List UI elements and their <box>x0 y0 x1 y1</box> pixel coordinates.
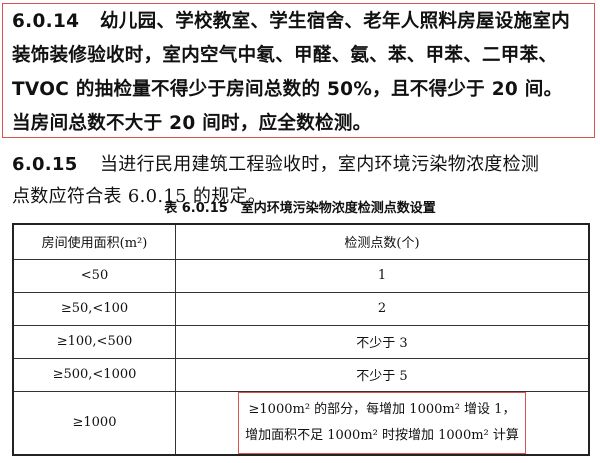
cell-points: 不少于 5 <box>175 357 590 392</box>
cell-area: ≥50,<100 <box>12 291 176 326</box>
table-caption: 表 6.0.15 室内环境污染物浓度检测点数设置 <box>164 201 436 216</box>
clause-6-0-14-line-4: 当房间总数不大于 20 间时，应全数检测。 <box>12 113 372 134</box>
header-area: 房间使用面积(m²) <box>12 223 176 260</box>
cell-area: ≥100,<500 <box>12 324 176 359</box>
table-row: ≥100,<500 不少于 3 <box>12 324 590 359</box>
cell-points: 1 <box>175 258 590 293</box>
clause-text: 幼儿园、学校教室、学生宿舍、老年人照料房屋设施室内 <box>100 11 571 32</box>
header-points: 检测点数(个) <box>175 223 590 260</box>
table-row: ≥500,<1000 不少于 5 <box>12 357 590 392</box>
cell-area: ≥500,<1000 <box>12 357 176 392</box>
table-row: <50 1 <box>12 258 590 293</box>
cell-area: <50 <box>12 258 176 293</box>
highlight-box-table-note: ≥1000m² 的部分，每增加 1000m² 增设 1， 增加面积不足 1000… <box>238 391 526 454</box>
highlight-box-6-0-14 <box>2 3 595 138</box>
table-row: ≥50,<100 2 <box>12 291 590 326</box>
cell-points: 2 <box>175 291 590 326</box>
cell-points: ≥1000m² 的部分，每增加 1000m² 增设 1， 增加面积不足 1000… <box>175 390 590 455</box>
clause-6-0-15-line-1: 6.0.15 当进行民用建筑工程验收时，室内环境污染物浓度检测 <box>12 150 539 176</box>
clause-text: 当进行民用建筑工程验收时，室内环境污染物浓度检测 <box>100 154 540 175</box>
note-line-2: 增加面积不足 1000m² 时按增加 1000m² 计算 <box>245 427 519 443</box>
clause-6-0-14-line-1: 6.0.14 幼儿园、学校教室、学生宿舍、老年人照料房屋设施室内 <box>12 7 570 33</box>
note-line-1: ≥1000m² 的部分，每增加 1000m² 增设 1， <box>248 401 516 417</box>
table-header-row: 房间使用面积(m²) 检测点数(个) <box>12 223 590 260</box>
cell-area: ≥1000 <box>12 390 176 455</box>
cell-points: 不少于 3 <box>175 324 590 359</box>
clause-6-0-14-line-3: TVOC 的抽检量不得少于房间总数的 50%，且不得少于 20 间。 <box>12 79 563 100</box>
clause-number: 6.0.15 <box>12 154 78 175</box>
clause-6-0-15-line-2: 点数应符合表 6.0.15 的规定。 <box>12 186 267 207</box>
clause-number: 6.0.14 <box>12 11 80 32</box>
detection-points-table: 房间使用面积(m²) 检测点数(个) <50 1 ≥50,<100 2 ≥100… <box>12 223 590 456</box>
clause-6-0-14-line-2: 装饰装修验收时，室内空气中氡、甲醛、氨、苯、甲苯、二甲苯、 <box>12 45 558 66</box>
table-row: ≥1000 ≥1000m² 的部分，每增加 1000m² 增设 1， 增加面积不… <box>12 390 590 455</box>
